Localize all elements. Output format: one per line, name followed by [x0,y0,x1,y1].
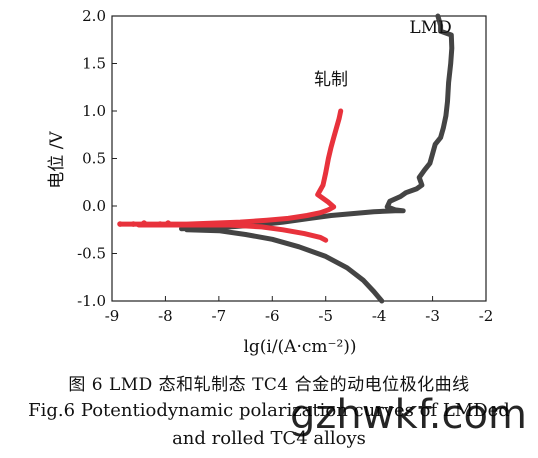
x-tick-label: -5 [318,307,333,325]
x-tick-label: -4 [372,307,387,325]
series-rolled-point [141,220,147,226]
x-tick-label: -8 [158,307,173,325]
series-lmd-anodic [179,13,455,232]
axes [111,15,487,302]
annotation-lmd: LMD [409,18,451,38]
y-tick-label: -1.0 [77,292,106,310]
y-tick-label: 0.0 [82,197,106,215]
series-rolled-anodic [117,108,344,227]
caption-english-line2: and rolled TC4 alloys [172,428,366,449]
x-tick-label: -7 [212,307,227,325]
y-tick-label: 0.5 [82,150,106,168]
series-lmd-cathodic [184,227,385,304]
series-rolled-point [165,220,171,226]
series-rolled-cathodic [136,222,329,243]
watermark-text: gzhwkf.com [290,392,527,438]
y-tick-label: 1.0 [82,102,106,120]
x-axis-label: lg(i/(A·cm⁻²)) [243,337,356,357]
x-tick-label: -3 [425,307,440,325]
series-layer [117,13,455,304]
y-tick-label: -0.5 [77,245,106,263]
series-rolled-point [157,221,163,227]
x-tick-label: -6 [265,307,280,325]
y-axis-label: 电位 /V [47,131,67,189]
y-tick-label: 1.5 [82,55,106,73]
x-tick-label: -9 [105,307,120,325]
tick-labels: -9 -8 -7 -6 -5 -4 -3 -2 -1.0 -0.5 0.0 0.5 1.0 1.5 2.0 [77,7,493,325]
y-tick-label: 2.0 [82,7,106,25]
series-rolled-point [117,221,123,227]
caption-english-line1: Fig.6 Potentiodynamic polarization curve… [28,400,510,421]
annotation-rolled: 轧制 [314,70,348,90]
series-rolled-point [130,221,137,227]
caption-chinese: 图 6 LMD 态和轧制态 TC4 合金的动电位极化曲线 [68,375,470,395]
x-tick-label: -2 [479,307,494,325]
